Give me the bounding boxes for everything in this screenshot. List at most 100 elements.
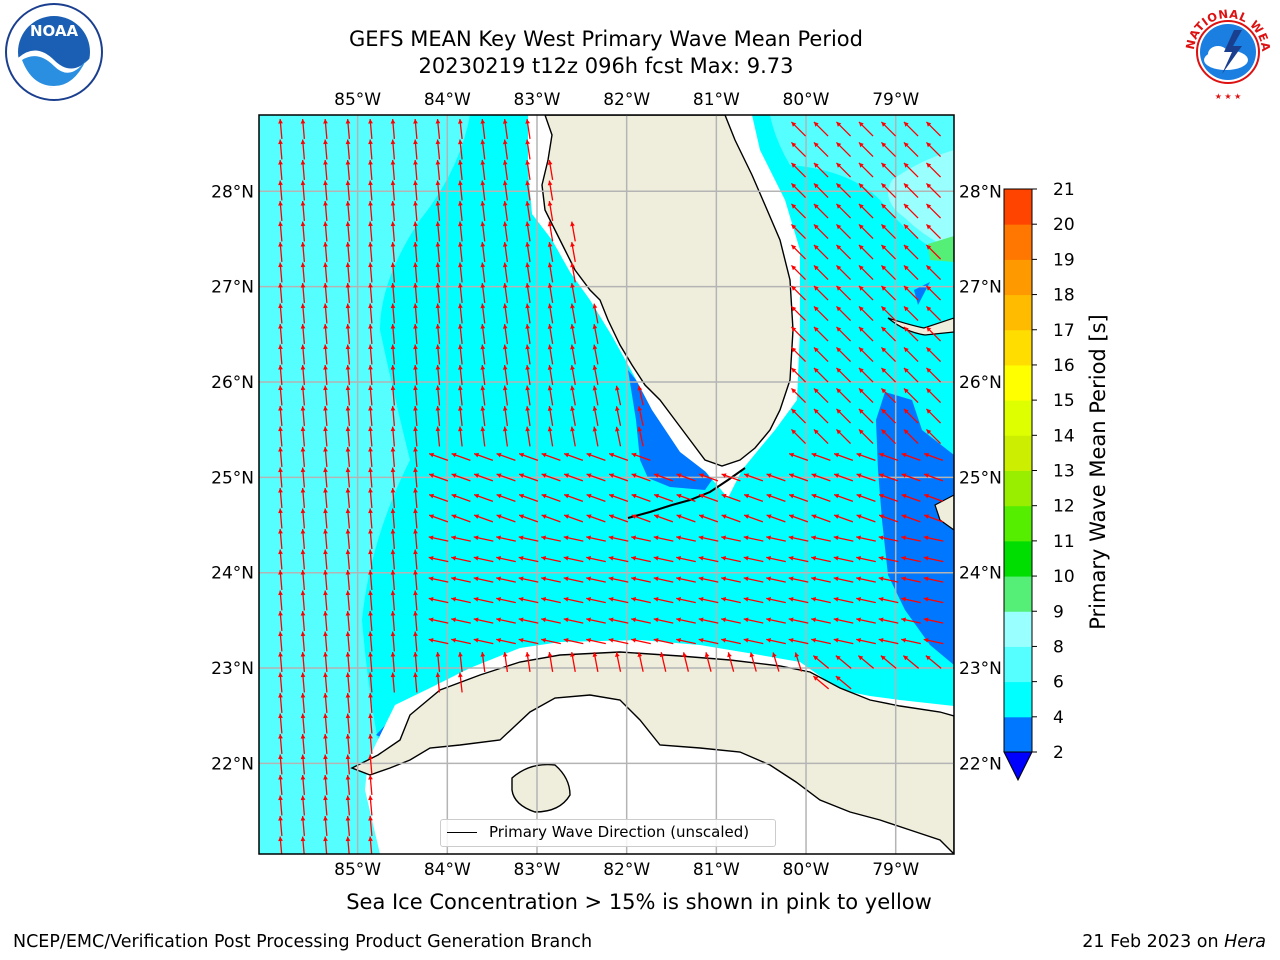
wave-direction-arrow [278,344,283,365]
wave-direction-arrow [858,203,874,219]
wave-direction-arrow [278,815,283,837]
wave-direction-arrow [811,473,831,482]
wave-direction-arrow [323,303,328,324]
wave-direction-arrow [858,162,874,178]
lat-tick-label-left: 25°N [211,468,254,488]
wave-direction-arrow [300,467,306,488]
wave-direction-arrow [743,576,764,583]
wave-direction-arrow [278,139,283,160]
wave-direction-arrow [300,139,306,160]
wave-direction-arrow [435,385,441,406]
wave-direction-arrow [368,262,373,283]
wave-direction-arrow [428,596,449,604]
wave-direction-arrow [856,535,876,542]
wave-direction-arrow [473,493,494,503]
wave-direction-arrow [428,473,449,482]
wave-direction-arrow [323,426,328,447]
wave-direction-arrow [457,200,463,222]
wave-direction-arrow [541,535,561,542]
wave-direction-arrow [856,452,876,462]
wave-direction-arrow [278,692,283,714]
wave-direction-arrow [592,426,599,447]
colorbar-tick-label: 18 [1053,286,1075,306]
wave-direction-arrow [345,549,351,570]
wave-direction-arrow [323,323,328,345]
wave-direction-arrow [435,118,441,140]
wave-direction-arrow [813,162,829,178]
wave-direction-arrow [570,303,576,324]
wave-direction-arrow [812,655,830,669]
wave-direction-arrow [880,387,897,404]
wave-direction-arrow [923,637,944,645]
wave-direction-arrow [547,262,554,283]
wave-direction-arrow [480,241,486,263]
wave-direction-arrow [368,713,373,734]
wave-direction-arrow [368,467,373,488]
wave-direction-arrow [813,408,829,424]
wave-direction-arrow [570,283,576,303]
wave-direction-arrow [413,569,418,591]
wave-direction-arrow [345,405,351,427]
wave-direction-arrow [480,262,486,283]
wave-direction-arrow [368,118,373,140]
colorbar-tick-label: 4 [1053,708,1064,728]
lat-tick-label-left: 23°N [211,659,254,679]
wave-direction-arrow [811,637,831,645]
wave-direction-arrow [368,180,373,201]
wave-direction-arrow [811,493,831,503]
wave-direction-arrow [637,652,644,672]
colorbar: 2 4 6 8 9 10 11 12 13 14 15 16 17 18 19 20 21 [1003,180,1075,782]
wave-direction-arrow [880,346,897,363]
wave-direction-arrow [278,733,283,755]
wave-direction-arrow [300,118,306,140]
wave-direction-arrow [698,555,719,563]
wave-direction-arrow [300,282,306,304]
wave-direction-arrow [457,405,463,427]
colorbar-extend-min [1003,751,1033,782]
lat-tick-label-right: 22°N [959,754,1002,774]
wave-direction-arrow [903,141,919,158]
wave-direction-arrow [368,282,373,304]
wave-direction-arrow [390,672,396,693]
colorbar-segment [1004,364,1032,401]
wave-direction-arrow [368,139,373,160]
colorbar-segment [1004,681,1032,718]
wave-direction-arrow [323,713,328,734]
wave-direction-arrow [345,487,351,509]
wave-direction-arrow [323,836,328,854]
wave-direction-arrow [323,815,328,837]
wave-direction-arrow [496,596,516,604]
wave-direction-arrow [833,493,854,503]
wave-direction-arrow [390,446,396,468]
wave-direction-arrow [835,203,852,219]
wave-direction-arrow [300,200,306,222]
wave-direction-arrow [766,596,786,604]
wave-direction-arrow [278,672,283,693]
wave-direction-arrow [457,323,463,345]
wave-direction-arrow [592,303,599,324]
wave-direction-arrow [811,555,831,563]
wave-direction-arrow [878,596,899,604]
wave-direction-arrow [496,493,516,503]
wave-direction-arrow [608,617,629,624]
wave-direction-arrow [880,367,897,383]
florida-land [541,115,794,467]
colorbar-segment [1004,716,1032,753]
wave-direction-arrow [608,576,629,583]
wave-direction-arrow [435,651,441,673]
wave-direction-arrow [480,180,486,201]
wave-direction-arrow [570,652,576,672]
wave-direction-arrow [788,555,809,563]
wave-direction-arrow [721,493,741,503]
wave-direction-arrow [631,617,651,624]
lat-tick-label-left: 27°N [211,278,254,298]
wave-direction-arrow [502,426,509,447]
wave-direction-arrow [300,508,306,529]
wave-direction-arrow [676,493,696,503]
lon-tick-label-top: 81°W [693,90,740,110]
wave-direction-arrow [631,535,651,542]
wave-direction-arrow [903,203,919,219]
wave-direction-arrow [345,774,351,796]
wave-direction-arrow [813,203,829,219]
wave-direction-arrow [473,452,494,462]
